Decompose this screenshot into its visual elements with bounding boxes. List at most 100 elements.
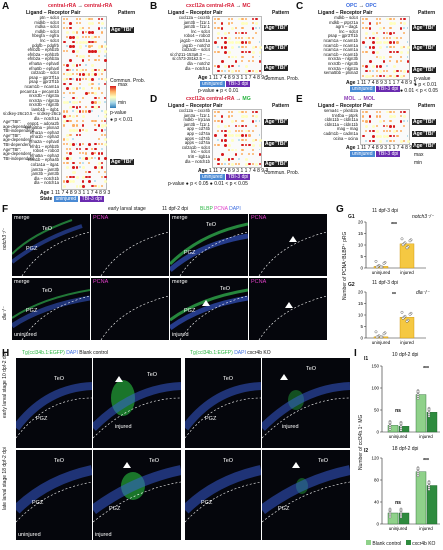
- panel-a-pattern-text: Age"TBI": age-dependent TBI-independent Age…: [3, 119, 43, 161]
- dotplot-dot: [69, 119, 72, 123]
- dotplot-dot: [214, 65, 217, 68]
- ligand-receptor-pair: dla – notch1a: [33, 116, 59, 122]
- dotplot-dot: [81, 180, 85, 183]
- dotplot-dot: [244, 139, 247, 142]
- ligand-receptor-pair: nrxn3b – nlgn3b: [327, 60, 358, 66]
- dotplot-dot: [63, 110, 66, 113]
- age-values: 1 11 7 4 8 9 3 1 1 7 4 8 9 3: [356, 145, 417, 151]
- dotplot-dot: [72, 36, 75, 39]
- dotplot-dot: [72, 129, 76, 133]
- legend-min: min: [118, 100, 127, 106]
- dotplot-dot: [97, 156, 101, 160]
- dotplot-dot: [85, 40, 88, 44]
- ligand-receptor-pair: efna5b – epha4l: [28, 65, 59, 71]
- dotplot-dot: [91, 147, 94, 150]
- y-tick-label: 15: [358, 231, 364, 236]
- image-label-pcna: PCNA: [251, 279, 267, 285]
- dotplot-dot: [227, 41, 231, 45]
- dotplot-dot: [244, 65, 248, 68]
- image-label-teo: TeO: [220, 286, 231, 292]
- dotplot-dot: [238, 17, 241, 21]
- dotplot-dot: [389, 46, 392, 49]
- dotplot-dot: [258, 50, 262, 54]
- dotplot-dot: [379, 69, 383, 73]
- dotplot-dot: [97, 54, 100, 57]
- image-label-pgz: PGZ: [32, 500, 44, 506]
- ligand-receptor-pair: efna1b – epha4b: [27, 157, 59, 163]
- dotplot-dot: [94, 105, 98, 109]
- dotplot-dot: [241, 143, 245, 147]
- dotplot-dot: [100, 68, 104, 72]
- dotplot-dot: [231, 27, 235, 31]
- image-label-pgz: PGZ: [184, 250, 196, 256]
- dotplot-dot: [100, 119, 104, 123]
- dotplot-dot: [406, 134, 409, 137]
- dotplot-dot: [97, 17, 101, 21]
- dotplot-dot: [238, 46, 240, 48]
- dotplot-dot: [241, 50, 245, 54]
- dotplot-dot: [406, 46, 410, 50]
- dotplot-dot: [94, 119, 97, 123]
- data-point: [400, 237, 404, 241]
- y-tick-label: 5: [360, 324, 363, 329]
- bar: [399, 243, 415, 269]
- dotplot-dot: [251, 143, 255, 147]
- dotplot-dot: [81, 68, 85, 71]
- dotplot-dot: [214, 27, 217, 30]
- ligand-receptor-pair: jam3a – f11r.1: [183, 112, 210, 118]
- ligand-receptor-pair: agrn – dag1: [335, 24, 358, 30]
- data-point: [388, 421, 392, 424]
- dotplot-dot: [75, 184, 79, 188]
- dotplot-dot: [379, 115, 382, 118]
- dotplot-dot: [220, 162, 223, 165]
- dotplot-dot: [78, 87, 81, 90]
- dotplot-dot: [100, 31, 103, 34]
- dotplot-dot: [81, 143, 84, 146]
- tissue-outline: [185, 382, 261, 439]
- dotplot-dot: [372, 134, 375, 138]
- ligand-receptor-pair: nrxn3a – nlgn3b: [327, 56, 358, 62]
- dotplot-dot: [97, 77, 100, 80]
- state-tbi: TBI-3 dpi: [79, 196, 104, 202]
- dotplot-dot: [389, 31, 393, 35]
- dotplot-dot: [81, 59, 85, 62]
- dotplot-dot: [241, 41, 245, 44]
- x-tick-label: injured: [400, 340, 414, 345]
- dotplot-dot: [248, 134, 251, 137]
- pattern-description: age-dependent: [3, 151, 32, 157]
- y-tick-label: 0: [376, 522, 379, 527]
- dotplot-dot: [251, 17, 255, 21]
- dotplot-dot: [382, 41, 386, 45]
- dotplot-dot: [63, 77, 67, 82]
- dotplot-dot: [78, 82, 81, 85]
- significance-label: ***: [423, 366, 429, 372]
- dotplot-dot: [234, 148, 238, 152]
- y-tick-label: 150: [371, 364, 379, 369]
- panel-a-legend: Commun. Prob.: [110, 78, 145, 108]
- dotplot-dot: [362, 41, 365, 45]
- dotplot-dot: [244, 50, 248, 54]
- dotplot-dot: [399, 27, 403, 30]
- dotplot-dot: [258, 153, 262, 156]
- dotplot-dot: [238, 124, 240, 127]
- dotplot-dot: [94, 166, 98, 169]
- image-label-teo: TeO: [147, 372, 158, 378]
- dotplot-dot: [403, 125, 406, 128]
- dotplot-dot: [251, 36, 254, 39]
- dotplot-dot: [75, 17, 78, 20]
- channel-dapi: DAPI: [66, 350, 78, 356]
- dotplot-dot: [69, 175, 72, 179]
- dotplot-dot: [241, 124, 245, 128]
- dotplot-dot: [69, 143, 73, 146]
- dotplot-dot: [91, 40, 94, 44]
- row-stage: early larval stage: [2, 380, 8, 418]
- dotplot-dot: [244, 115, 248, 119]
- dotplot-dot: [399, 110, 403, 114]
- dotplot-dot: [231, 162, 235, 166]
- tissue-outline: [100, 231, 169, 276]
- dotplot-dot: [368, 60, 372, 64]
- dotplot-dot: [214, 115, 217, 118]
- tissue-outline: [258, 295, 327, 340]
- micrograph-f-r2-pcna-uninjured: PCNA: [91, 278, 169, 340]
- panel-d-header-left: Ligand – Receptor Pair: [168, 103, 223, 109]
